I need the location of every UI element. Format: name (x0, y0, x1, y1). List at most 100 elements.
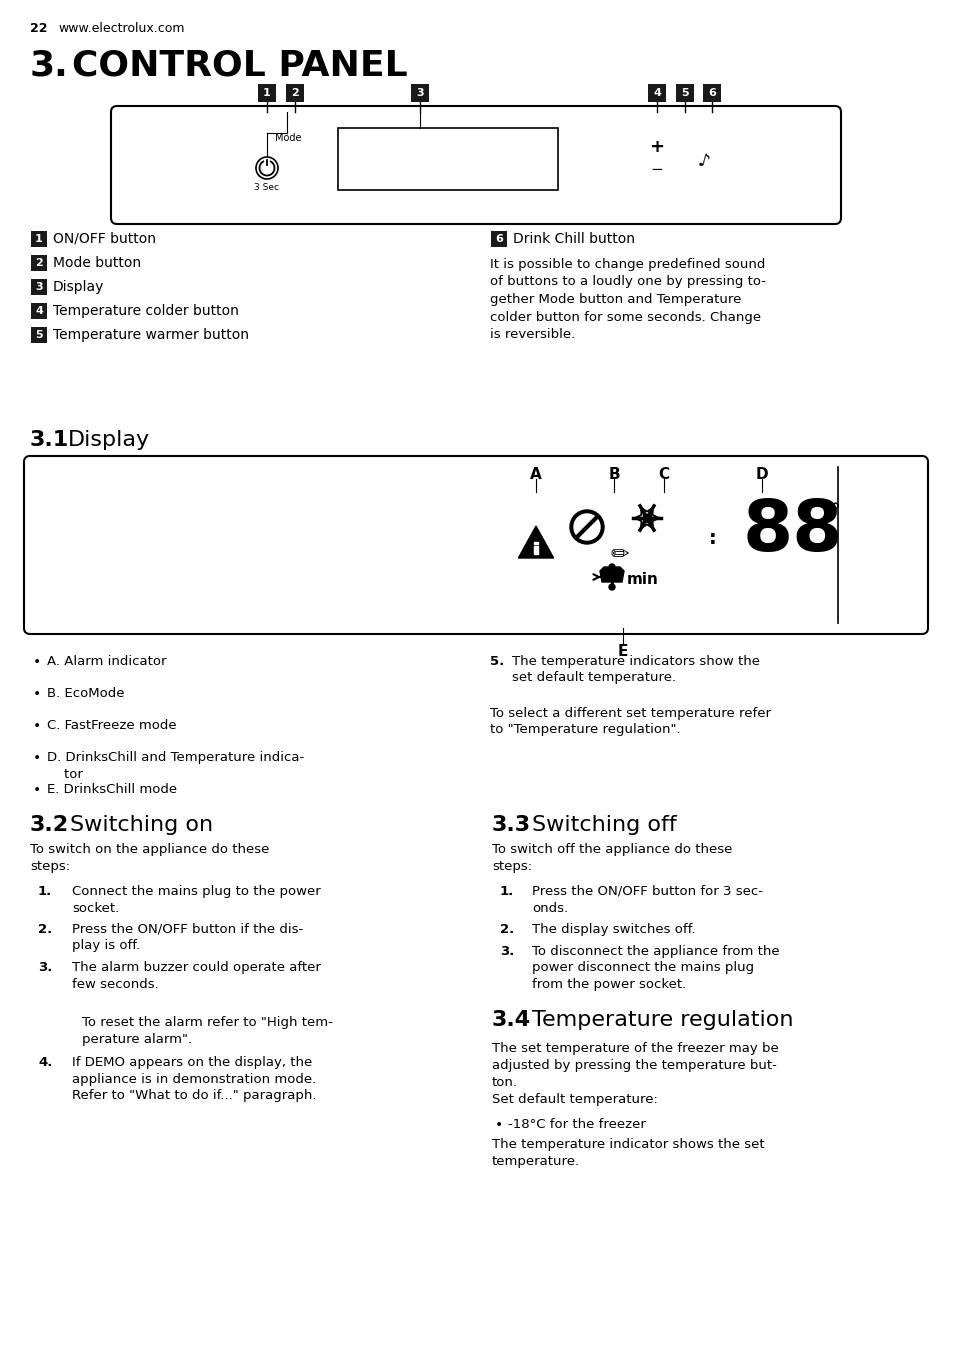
Text: To switch off the appliance do these
steps:: To switch off the appliance do these ste… (492, 844, 732, 873)
Text: 1: 1 (35, 234, 43, 243)
Text: ♪: ♪ (695, 151, 710, 172)
FancyBboxPatch shape (30, 303, 48, 319)
FancyBboxPatch shape (702, 84, 720, 103)
Text: 3.4: 3.4 (492, 1010, 531, 1030)
Text: Display: Display (68, 430, 150, 450)
Text: Connect the mains plug to the power
socket.: Connect the mains plug to the power sock… (71, 886, 320, 914)
Text: C: C (658, 466, 669, 483)
Text: To select a different set temperature refer
to "Temperature regulation".: To select a different set temperature re… (490, 707, 770, 737)
Text: D. DrinksChill and Temperature indica-
    tor: D. DrinksChill and Temperature indica- t… (47, 750, 304, 780)
Text: 2: 2 (291, 88, 298, 97)
Text: 3.1: 3.1 (30, 430, 70, 450)
Text: Temperature colder button: Temperature colder button (53, 304, 238, 318)
Text: :: : (708, 529, 716, 548)
Text: •: • (33, 719, 41, 733)
FancyBboxPatch shape (257, 84, 275, 103)
Text: •: • (495, 1118, 503, 1132)
Text: 2: 2 (35, 258, 43, 268)
Text: The set temperature of the freezer may be
adjusted by pressing the temperature b: The set temperature of the freezer may b… (492, 1042, 778, 1106)
Text: A. Alarm indicator: A. Alarm indicator (47, 654, 167, 668)
FancyBboxPatch shape (411, 84, 429, 103)
Text: E: E (618, 644, 627, 658)
Circle shape (574, 514, 599, 539)
Text: •: • (33, 783, 41, 796)
Text: 4: 4 (35, 306, 43, 316)
Text: 1.: 1. (499, 886, 514, 898)
Text: 5.: 5. (490, 654, 504, 668)
Text: Temperature regulation: Temperature regulation (532, 1010, 793, 1030)
Text: Display: Display (53, 280, 104, 293)
Text: 5: 5 (680, 88, 688, 97)
Text: CONTROL PANEL: CONTROL PANEL (71, 49, 407, 82)
FancyBboxPatch shape (24, 456, 927, 634)
Text: Switching on: Switching on (70, 815, 213, 836)
Text: 3 Sec: 3 Sec (254, 183, 279, 192)
FancyBboxPatch shape (30, 231, 48, 247)
Text: B: B (608, 466, 619, 483)
Text: min: min (626, 572, 659, 588)
Text: 5: 5 (35, 330, 43, 339)
FancyBboxPatch shape (286, 84, 304, 103)
Text: 3.: 3. (30, 49, 69, 82)
Text: •: • (33, 687, 41, 700)
Polygon shape (534, 546, 537, 554)
FancyBboxPatch shape (30, 254, 48, 272)
Text: ✏: ✏ (610, 545, 629, 565)
Bar (642, 514, 650, 522)
Text: A: A (530, 466, 541, 483)
Circle shape (608, 584, 615, 589)
Text: 88: 88 (742, 498, 842, 566)
Text: Mode button: Mode button (53, 256, 141, 270)
Text: E. DrinksChill mode: E. DrinksChill mode (47, 783, 177, 796)
Text: 4: 4 (653, 88, 660, 97)
Text: Switching off: Switching off (532, 815, 676, 836)
Text: ON/OFF button: ON/OFF button (53, 233, 156, 246)
Text: The temperature indicators show the
set default temperature.: The temperature indicators show the set … (512, 654, 760, 684)
Text: 4.: 4. (38, 1056, 52, 1069)
Text: 3: 3 (416, 88, 423, 97)
FancyBboxPatch shape (30, 327, 48, 343)
FancyBboxPatch shape (490, 231, 507, 247)
Text: The temperature indicator shows the set
temperature.: The temperature indicator shows the set … (492, 1138, 763, 1168)
Text: Drink Chill button: Drink Chill button (513, 233, 635, 246)
Text: D: D (755, 466, 767, 483)
Polygon shape (517, 526, 553, 558)
Text: •: • (33, 750, 41, 765)
FancyBboxPatch shape (30, 279, 48, 296)
Text: Mode: Mode (274, 132, 301, 143)
Text: The display switches off.: The display switches off. (532, 923, 695, 936)
Text: To disconnect the appliance from the
power disconnect the mains plug
from the po: To disconnect the appliance from the pow… (532, 945, 779, 991)
Text: −: − (650, 162, 662, 177)
Text: 3.3: 3.3 (492, 815, 531, 836)
Text: 3.2: 3.2 (30, 815, 69, 836)
Text: C. FastFreeze mode: C. FastFreeze mode (47, 719, 176, 731)
Text: 3.: 3. (499, 945, 514, 959)
Text: 1.: 1. (38, 886, 52, 898)
Text: 6: 6 (707, 88, 715, 97)
Text: 6: 6 (495, 234, 502, 243)
Text: If DEMO appears on the display, the
appliance is in demonstration mode.
Refer to: If DEMO appears on the display, the appl… (71, 1056, 316, 1102)
Circle shape (255, 157, 277, 178)
Text: 22: 22 (30, 22, 48, 35)
Text: -18°C for the freezer: -18°C for the freezer (507, 1118, 645, 1132)
Text: 2.: 2. (499, 923, 514, 936)
Polygon shape (599, 566, 623, 581)
Circle shape (608, 564, 615, 571)
Text: 2.: 2. (38, 923, 52, 936)
FancyBboxPatch shape (675, 84, 694, 103)
Text: °: ° (828, 502, 840, 522)
Text: B. EcoMode: B. EcoMode (47, 687, 125, 700)
Text: 1: 1 (263, 88, 271, 97)
Text: It is possible to change predefined sound
of buttons to a loudly one by pressing: It is possible to change predefined soun… (490, 258, 765, 341)
Text: +: + (649, 138, 664, 155)
Text: 3.: 3. (38, 961, 52, 973)
FancyBboxPatch shape (111, 105, 841, 224)
Text: Temperature warmer button: Temperature warmer button (53, 329, 249, 342)
Circle shape (569, 510, 603, 544)
Text: To switch on the appliance do these
steps:: To switch on the appliance do these step… (30, 844, 269, 873)
Text: Press the ON/OFF button for 3 sec-
onds.: Press the ON/OFF button for 3 sec- onds. (532, 886, 762, 914)
Text: •: • (33, 654, 41, 669)
Text: 3: 3 (35, 283, 43, 292)
Text: The alarm buzzer could operate after
few seconds.: The alarm buzzer could operate after few… (71, 961, 320, 991)
Polygon shape (534, 542, 537, 544)
